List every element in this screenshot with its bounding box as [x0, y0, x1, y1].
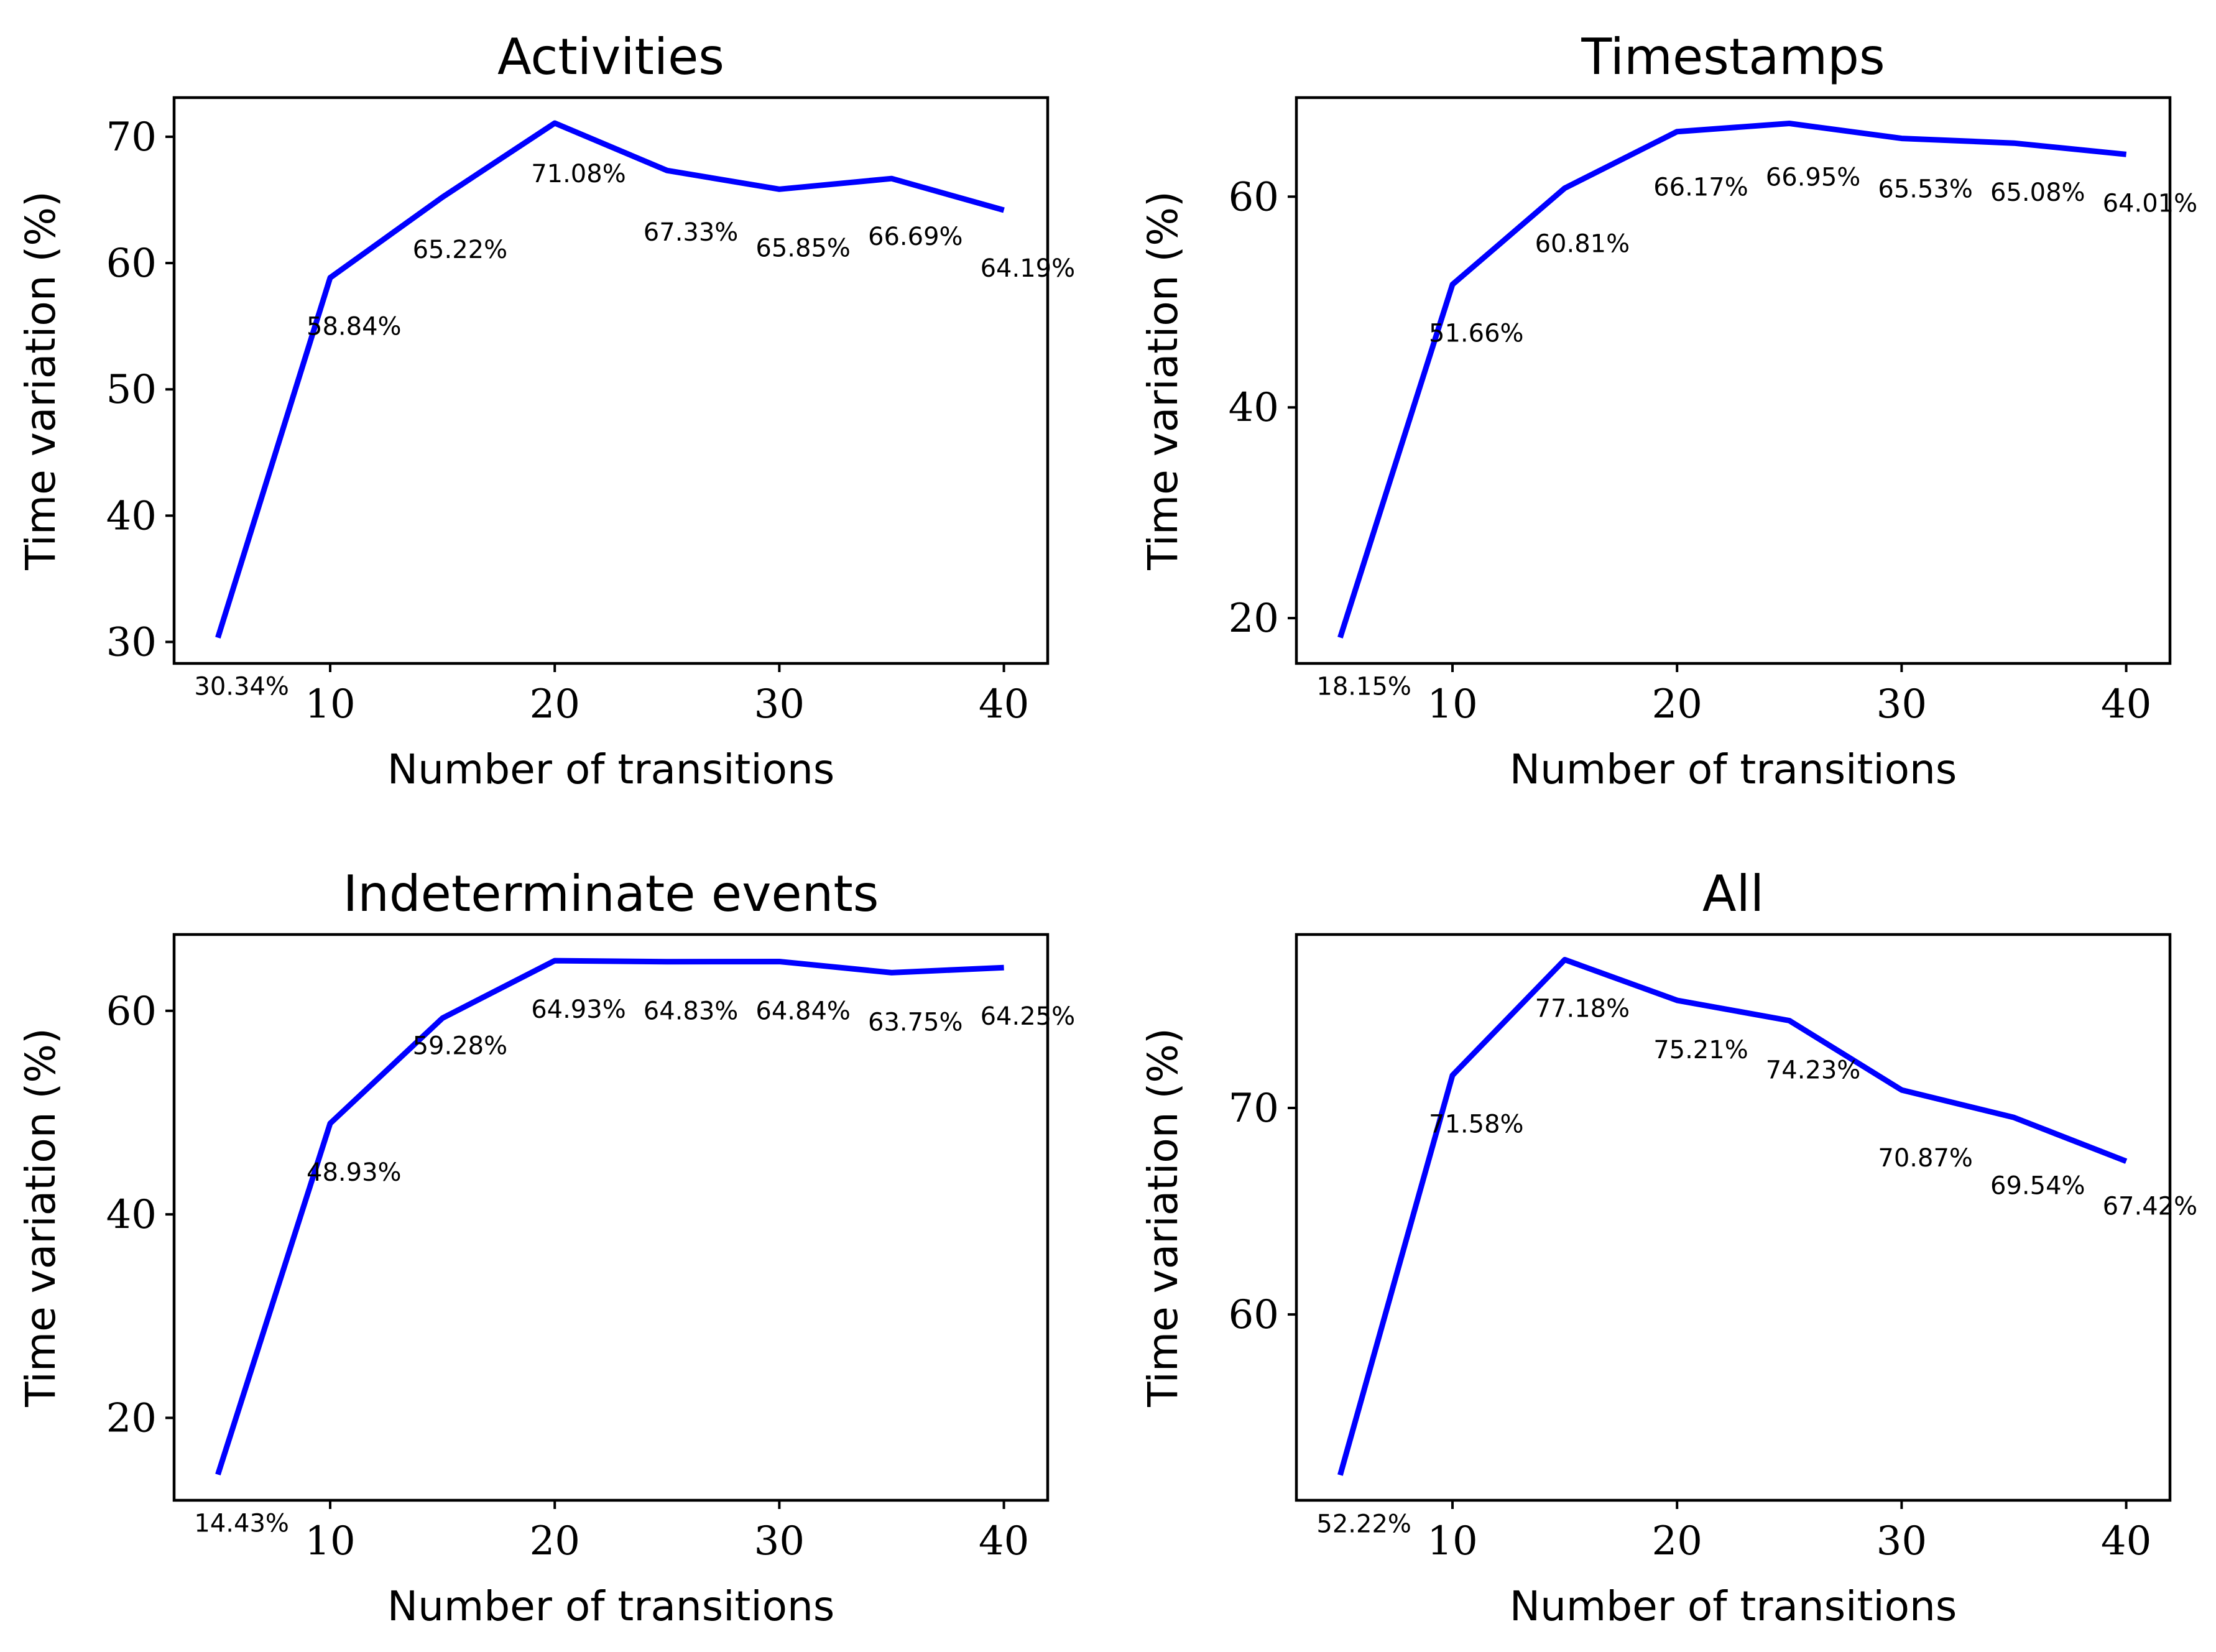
y-tick-label: 40	[106, 1192, 157, 1238]
plot-frame	[172, 96, 1050, 665]
data-label: 59.28%	[413, 1032, 508, 1061]
series-line	[215, 958, 1004, 1475]
plot-frame	[1295, 933, 2172, 1502]
x-axis-label: Number of transitions	[1510, 745, 1957, 793]
y-tick-label: 30	[106, 619, 157, 665]
data-label: 18.15%	[1316, 673, 1411, 701]
data-label: 69.54%	[1990, 1171, 2085, 1200]
x-tick-label: 20	[1651, 681, 1702, 727]
x-tick-label: 20	[529, 681, 579, 727]
data-label: 64.01%	[2103, 189, 2198, 218]
x-tick-label: 10	[305, 681, 355, 727]
data-label: 65.85%	[755, 234, 851, 262]
data-label: 66.17%	[1653, 173, 1748, 202]
chart-panel: All 52.22% 71.58% 77.18% 75.21% 74.23% 70.87% 6…	[1139, 865, 2197, 1630]
chart-title: All	[1702, 865, 1764, 923]
data-label: 75.21%	[1653, 1036, 1748, 1064]
data-label: 74.23%	[1766, 1056, 1861, 1085]
x-tick-label: 10	[1427, 681, 1477, 727]
x-tick-label: 40	[979, 681, 1029, 727]
data-label: 64.84%	[755, 997, 851, 1026]
y-axis-label: Time variation (%)	[17, 191, 65, 571]
data-label: 60.81%	[1535, 230, 1630, 259]
chart-panel: Timestamps 18.15% 51.66% 60.81% 66.17% 66.95%…	[1139, 28, 2197, 793]
data-label: 65.08%	[1990, 178, 2085, 207]
y-tick-label: 60	[1229, 1292, 1279, 1338]
y-axis-label: Time variation (%)	[17, 1028, 65, 1408]
x-tick-label: 40	[979, 1518, 1029, 1564]
data-label: 30.34%	[194, 673, 289, 701]
x-tick-label: 10	[305, 1518, 355, 1564]
x-tick-label: 20	[529, 1518, 579, 1564]
x-tick-label: 20	[1651, 1518, 1702, 1564]
data-label: 67.42%	[2103, 1193, 2198, 1221]
y-tick-label: 60	[106, 241, 157, 287]
y-tick-label: 40	[106, 493, 157, 539]
data-label: 65.53%	[1878, 175, 1973, 204]
y-axis-label: Time variation (%)	[1139, 191, 1187, 571]
data-label: 77.18%	[1535, 995, 1630, 1023]
data-label: 64.19%	[981, 254, 1076, 283]
x-tick-label: 40	[2101, 1518, 2151, 1564]
data-label: 71.58%	[1429, 1110, 1524, 1139]
x-tick-label: 40	[2101, 681, 2151, 727]
x-tick-label: 30	[1877, 1518, 1927, 1564]
y-tick-label: 40	[1229, 385, 1279, 431]
data-label: 65.22%	[413, 236, 508, 264]
chart-title: Activities	[497, 28, 724, 86]
data-label: 64.83%	[644, 997, 739, 1026]
data-label: 66.69%	[868, 223, 963, 251]
x-tick-label: 30	[754, 681, 805, 727]
data-label: 64.93%	[531, 995, 626, 1024]
x-tick-label: 30	[1877, 681, 1927, 727]
data-label: 58.84%	[307, 313, 402, 341]
y-axis-label: Time variation (%)	[1139, 1028, 1187, 1408]
data-label: 52.22%	[1316, 1510, 1411, 1539]
x-axis-label: Number of transitions	[1510, 1582, 1957, 1630]
data-label: 66.95%	[1766, 164, 1861, 192]
data-label: 63.75%	[868, 1008, 963, 1036]
x-tick-label: 10	[1427, 1518, 1477, 1564]
plot-frame	[172, 933, 1050, 1502]
y-tick-label: 60	[1229, 174, 1279, 220]
x-tick-label: 30	[754, 1518, 805, 1564]
x-axis-label: Number of transitions	[387, 1582, 835, 1630]
y-tick-label: 60	[106, 989, 157, 1035]
data-label: 48.93%	[307, 1158, 402, 1187]
series-line	[215, 120, 1005, 639]
data-label: 71.08%	[531, 160, 626, 188]
data-label: 51.66%	[1429, 320, 1524, 348]
y-tick-label: 50	[106, 367, 157, 413]
chart-title: Indeterminate events	[343, 865, 879, 923]
data-label: 67.33%	[644, 218, 739, 247]
chart-panel: Indeterminate events 14.43% 48.93% 59.28% 64…	[17, 865, 1075, 1630]
series-line	[1337, 121, 2127, 639]
series-line	[1337, 957, 2128, 1476]
chart-panel: Activities 30.34% 58.84% 65.22% 71.08% 67.33%…	[17, 28, 1075, 793]
data-label: 14.43%	[194, 1510, 289, 1538]
data-label: 70.87%	[1878, 1144, 1973, 1173]
plot-frame	[1295, 96, 2172, 665]
y-tick-label: 20	[106, 1395, 157, 1441]
y-tick-label: 20	[1229, 596, 1279, 642]
chart-title: Timestamps	[1581, 28, 1885, 86]
x-axis-label: Number of transitions	[387, 745, 835, 793]
y-tick-label: 70	[1229, 1086, 1279, 1132]
data-label: 64.25%	[981, 1002, 1076, 1031]
y-tick-label: 70	[106, 114, 157, 160]
